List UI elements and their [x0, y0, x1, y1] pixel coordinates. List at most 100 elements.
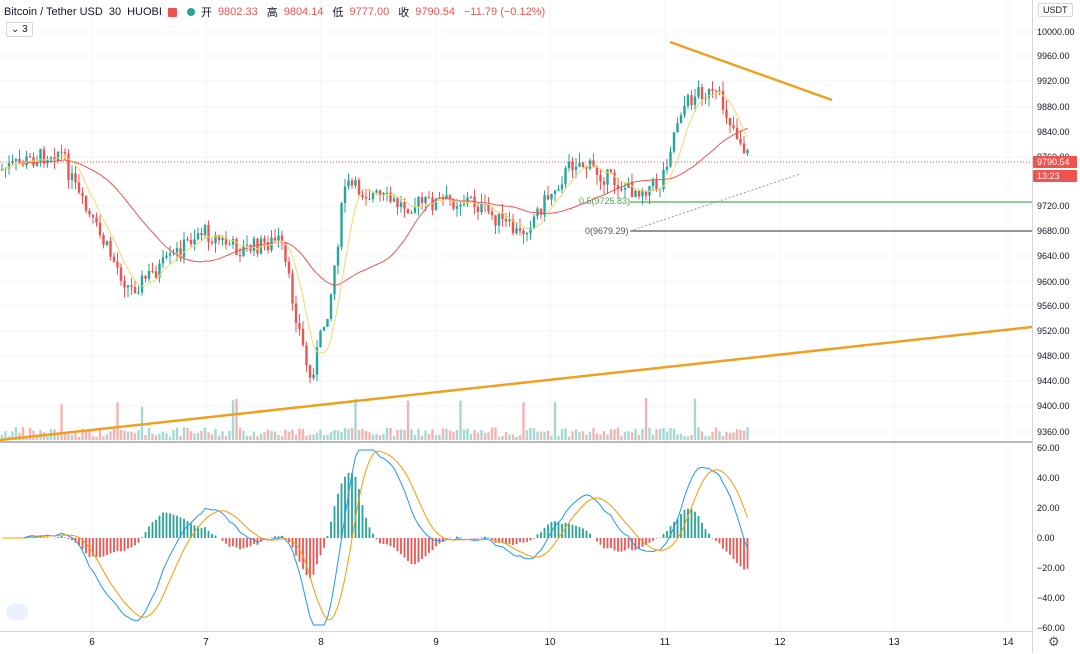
high-value: 9804.14 [284, 6, 324, 18]
candle [204, 225, 206, 235]
volume-bar [599, 434, 601, 440]
chart-area[interactable] [0, 0, 1032, 631]
price-tick: 9360.00 [1037, 427, 1070, 437]
candle [71, 173, 73, 180]
volume-bar [508, 435, 510, 440]
volume-bar [218, 435, 220, 440]
price-tick: 9880.00 [1037, 102, 1070, 112]
gear-icon[interactable]: ⚙ [1048, 634, 1060, 650]
flag-icon[interactable] [168, 8, 177, 17]
volume-bar [550, 436, 552, 440]
candle [417, 197, 419, 207]
candle [340, 203, 342, 247]
volume-bar [302, 429, 304, 440]
price-tick: 9840.00 [1037, 127, 1070, 137]
volume-bar [596, 433, 598, 440]
candle [477, 207, 479, 212]
candle [386, 193, 388, 194]
volume-bar [428, 434, 430, 440]
symbol-name[interactable]: Bitcoin / Tether USD [4, 6, 103, 18]
candle [571, 162, 573, 170]
macd-histogram-bar [309, 538, 311, 578]
candle [60, 152, 62, 153]
time-tick: 12 [774, 637, 785, 648]
macd-histogram-bar [292, 538, 294, 548]
macd-histogram-bar [57, 537, 59, 538]
volume-bar [95, 437, 97, 440]
macd-tick: 60.00 [1037, 443, 1060, 453]
macd-histogram-bar [131, 538, 133, 547]
candle [347, 180, 349, 186]
volume-bar [351, 428, 353, 440]
candle [463, 204, 465, 205]
macd-histogram-bar [211, 534, 213, 538]
macd-histogram-bar [565, 523, 567, 538]
candle [302, 329, 304, 345]
candle [652, 180, 654, 186]
chart-canvas[interactable] [0, 0, 1032, 631]
macd-histogram-bar [621, 538, 623, 552]
volume-bar [554, 402, 556, 440]
candle [127, 285, 129, 287]
macd-tick: 0.00 [1037, 533, 1055, 543]
candle [67, 154, 69, 180]
volume-bar [29, 428, 31, 440]
volume-bar [519, 435, 521, 440]
volume-bar [473, 430, 475, 440]
macd-histogram-bar [99, 538, 101, 557]
macd-histogram-bar [484, 537, 486, 538]
tradingview-logo-icon[interactable] [6, 604, 28, 620]
macd-histogram-bar [530, 538, 532, 540]
market-open-icon [187, 8, 195, 16]
candle [515, 228, 517, 233]
time-scale[interactable] [0, 631, 1032, 654]
volume-bar [232, 400, 234, 440]
macd-histogram-bar [649, 538, 651, 543]
volume-bar [715, 428, 717, 440]
macd-histogram-bar [694, 512, 696, 538]
volume-bar [316, 433, 318, 440]
volume-bar [746, 427, 748, 440]
candle [561, 184, 563, 189]
volume-bar [288, 432, 290, 440]
candle [81, 193, 83, 196]
macd-histogram-bar [421, 538, 423, 559]
volume-bar [589, 432, 591, 440]
candle [102, 235, 104, 245]
macd-histogram-bar [736, 538, 738, 563]
volume-bar [85, 432, 87, 440]
interval[interactable]: 30 [109, 6, 121, 18]
macd-histogram-bar [579, 527, 581, 538]
indicators-toggle[interactable]: ⌄ 3 [6, 22, 33, 37]
candle [610, 169, 612, 172]
candle [557, 189, 559, 190]
macd-histogram-bar [701, 523, 703, 538]
volume-bar [281, 436, 283, 440]
pane-separator[interactable] [0, 441, 1080, 443]
candle [722, 91, 724, 110]
volume-bar [106, 434, 108, 440]
volume-bar [627, 431, 629, 440]
time-tick: 11 [660, 637, 670, 648]
volume-bar [606, 435, 608, 440]
volume-bar [568, 437, 570, 440]
volume-bar [183, 427, 185, 440]
macd-histogram-bar [558, 522, 560, 538]
candle [589, 160, 591, 168]
last-price-tag: 9790.54 [1033, 156, 1077, 168]
volume-bar [155, 435, 157, 440]
volume-bar [207, 433, 209, 440]
macd-histogram-bar [407, 538, 409, 561]
macd-histogram-bar [379, 538, 381, 543]
candle [578, 163, 580, 167]
macd-histogram-bar [365, 518, 367, 538]
volume-bar [533, 428, 535, 440]
volume-bar [648, 428, 650, 440]
candle [169, 253, 171, 255]
candle [25, 156, 27, 165]
macd-histogram-bar [145, 532, 147, 538]
macd-histogram-bar [477, 538, 479, 539]
candle [29, 156, 31, 157]
currency-button[interactable]: USDT [1038, 3, 1073, 17]
macd-histogram-bar [64, 537, 66, 538]
